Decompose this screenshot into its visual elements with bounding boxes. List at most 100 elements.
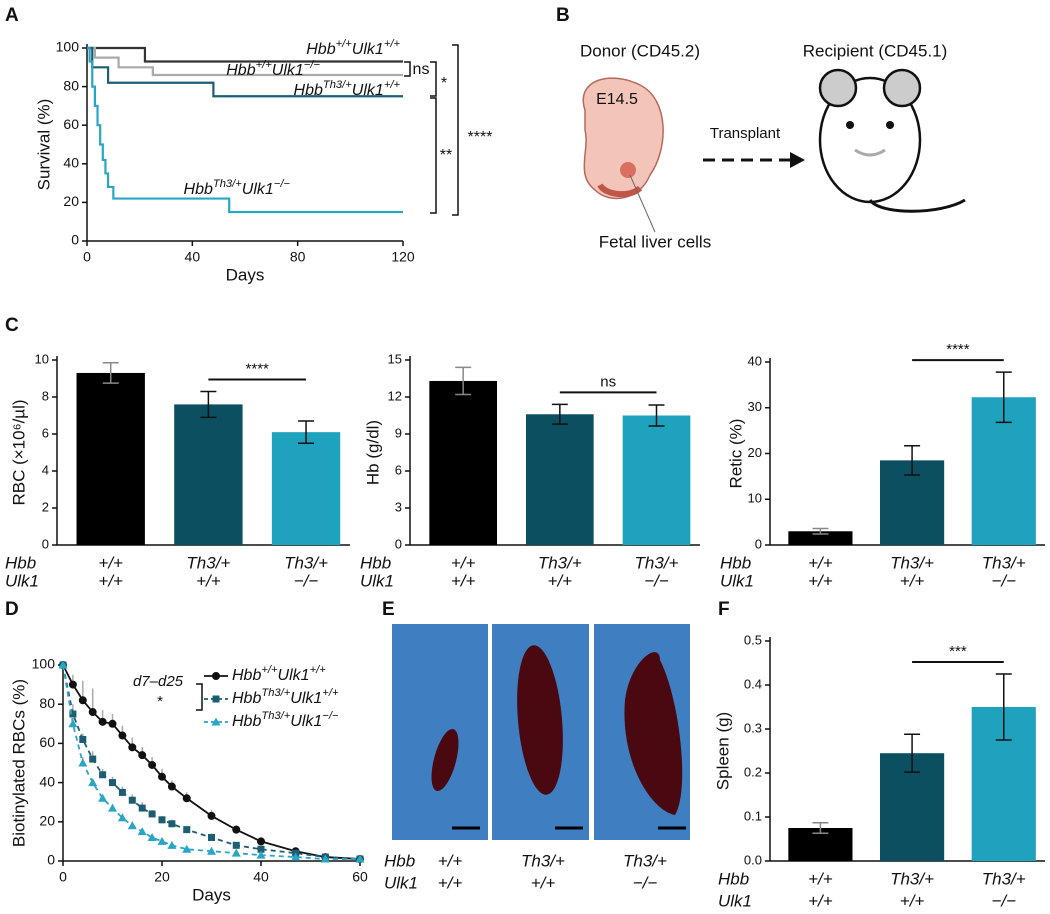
category-label: −/− bbox=[991, 891, 1016, 910]
marker bbox=[118, 731, 127, 740]
y-tick-label: 12 bbox=[388, 388, 402, 403]
marker bbox=[58, 660, 68, 669]
mouse-eye bbox=[846, 121, 854, 129]
category-label: Th3/+ bbox=[538, 553, 582, 572]
marker bbox=[117, 813, 127, 822]
y-tick-label: 40 bbox=[39, 773, 55, 789]
marker bbox=[69, 710, 77, 718]
bar bbox=[76, 372, 145, 545]
x-tick-label: 40 bbox=[185, 249, 201, 265]
marker bbox=[208, 833, 215, 841]
category-label: Th3/+ bbox=[890, 553, 934, 572]
y-tick-label: 0.5 bbox=[744, 632, 762, 647]
marker bbox=[148, 810, 156, 818]
category-label: +/+ bbox=[451, 571, 476, 590]
marker bbox=[167, 840, 177, 849]
y-tick-label: 0 bbox=[395, 536, 402, 551]
y-tick-label: 40 bbox=[748, 353, 762, 368]
marker bbox=[78, 696, 87, 705]
category-label: +/+ bbox=[808, 869, 833, 888]
y-tick-label: 20 bbox=[39, 813, 55, 829]
survival-curve bbox=[87, 46, 403, 214]
bar bbox=[429, 380, 497, 545]
x-tick-label: 40 bbox=[253, 869, 269, 885]
column-label: Th3/+ bbox=[623, 851, 667, 870]
panel-label: F bbox=[718, 599, 730, 620]
category-label: −/− bbox=[991, 571, 1016, 590]
significance: * bbox=[441, 75, 447, 92]
row-label: Hbb bbox=[384, 851, 415, 870]
series-label: Hbb+/+Ulk1−/− bbox=[226, 59, 320, 79]
panel-label: D bbox=[5, 599, 19, 620]
category-label: Th3/+ bbox=[284, 553, 328, 572]
y-tick-label: 2 bbox=[42, 499, 49, 514]
bar bbox=[788, 531, 853, 545]
panel-label: B bbox=[556, 5, 570, 26]
significance: ns bbox=[413, 61, 430, 78]
annotation: d7–d25 bbox=[133, 673, 184, 690]
recipient-label: Recipient (CD45.1) bbox=[803, 41, 948, 60]
y-tick-label: 15 bbox=[388, 351, 402, 366]
y-tick-label: 3 bbox=[395, 499, 402, 514]
marker bbox=[182, 844, 192, 853]
series-label: HbbTh3/+Ulk1+/+ bbox=[294, 79, 401, 99]
x-tick-label: 80 bbox=[290, 249, 306, 265]
marker bbox=[138, 804, 146, 812]
mouse-ear bbox=[882, 68, 922, 108]
spleen bbox=[517, 645, 563, 795]
y-axis-label: Biotinylated RBCs (%) bbox=[9, 679, 28, 847]
legend-label: HbbTh3/+Ulk1−/− bbox=[232, 710, 339, 730]
panel-label: E bbox=[382, 599, 395, 620]
y-tick-label: 100 bbox=[32, 656, 56, 672]
marker bbox=[98, 717, 107, 726]
y-axis-label: Spleen (g) bbox=[713, 712, 732, 790]
category-label: Th3/+ bbox=[635, 553, 679, 572]
y-tick-label: 6 bbox=[395, 462, 402, 477]
marker bbox=[88, 778, 98, 787]
y-axis-label: Retic (%) bbox=[726, 419, 745, 489]
panel-a-brackets bbox=[196, 44, 459, 711]
x-tick-label: 60 bbox=[352, 869, 368, 885]
bracket bbox=[452, 44, 459, 216]
column-label: +/+ bbox=[438, 851, 463, 870]
category-label: +/+ bbox=[808, 571, 833, 590]
marker bbox=[320, 854, 330, 863]
category-label: −/− bbox=[294, 571, 319, 590]
y-tick-label: 60 bbox=[39, 734, 55, 750]
y-tick-label: 30 bbox=[748, 399, 762, 414]
bracket bbox=[430, 97, 437, 214]
significance: * bbox=[157, 693, 163, 710]
row-label: Ulk1 bbox=[384, 873, 418, 892]
row-label: Hbb bbox=[5, 553, 36, 572]
significance: ** bbox=[440, 147, 452, 164]
column-label: +/+ bbox=[438, 873, 463, 892]
bracket bbox=[404, 61, 411, 77]
y-axis-label: RBC (×10⁶/µl) bbox=[9, 399, 28, 505]
marker bbox=[167, 782, 176, 791]
series-label: Hbb+/+Ulk1+/+ bbox=[306, 38, 400, 58]
marker bbox=[99, 771, 107, 779]
stage-label: E14.5 bbox=[596, 91, 638, 108]
marker bbox=[108, 803, 117, 812]
legend-label: Hbb+/+Ulk1+/+ bbox=[232, 664, 326, 684]
y-tick-label: 6 bbox=[42, 425, 49, 440]
legend-label: HbbTh3/+Ulk1+/+ bbox=[232, 687, 339, 707]
marker bbox=[257, 837, 265, 846]
y-tick-label: 0.0 bbox=[744, 852, 762, 867]
y-tick-label: 4 bbox=[42, 462, 49, 477]
panel-e-art bbox=[392, 624, 690, 840]
column-label: Th3/+ bbox=[521, 851, 565, 870]
mouse-mouth bbox=[854, 148, 886, 157]
spleen bbox=[624, 652, 683, 815]
y-tick-label: 10 bbox=[35, 351, 49, 366]
marker bbox=[109, 779, 116, 787]
y-tick-label: 60 bbox=[63, 116, 79, 132]
marker bbox=[256, 850, 266, 859]
category-label: +/+ bbox=[900, 891, 925, 910]
mouse-ear bbox=[818, 68, 858, 108]
category-label: +/+ bbox=[548, 571, 573, 590]
significance: **** bbox=[468, 129, 493, 146]
category-label: +/+ bbox=[98, 571, 123, 590]
marker bbox=[138, 751, 147, 760]
